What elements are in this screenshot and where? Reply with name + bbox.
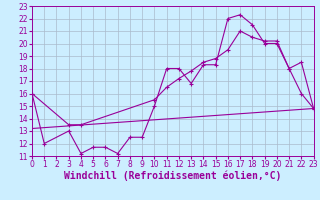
X-axis label: Windchill (Refroidissement éolien,°C): Windchill (Refroidissement éolien,°C) — [64, 171, 282, 181]
